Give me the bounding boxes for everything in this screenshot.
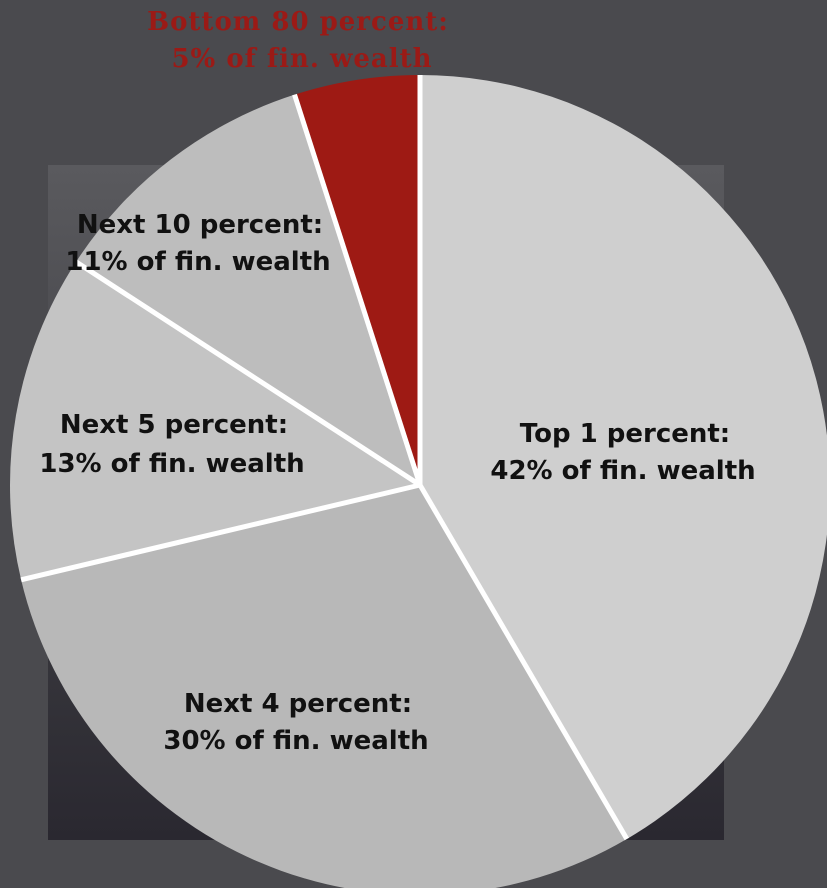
slice-label-next-10-line2: 11% of fin. wealth <box>65 247 330 277</box>
slice-divider <box>417 483 629 841</box>
slice-label-top-1-line1: Top 1 percent: <box>520 419 730 449</box>
slice-label-bottom-80-line2: 5% of fin. wealth <box>171 44 432 74</box>
slice-label-top-1-line2: 42% of fin. wealth <box>490 456 755 486</box>
slice-divider <box>74 259 422 488</box>
slice-dividers <box>20 75 629 841</box>
pie-slices <box>10 75 827 888</box>
slice-label-next-4-line2: 30% of fin. wealth <box>163 726 428 756</box>
pie-slice-top-1 <box>420 75 827 839</box>
pie-slice-next-10 <box>76 94 420 486</box>
slice-label-next-4-line1: Next 4 percent: <box>184 689 412 719</box>
slice-divider <box>292 93 423 486</box>
slice-label-next-10-line1: Next 10 percent: <box>77 210 323 240</box>
slice-label-next-5-line2: 13% of fin. wealth <box>39 449 304 479</box>
slice-label-bottom-80-line1: Bottom 80 percent: <box>147 7 449 37</box>
slice-divider <box>20 482 421 583</box>
pie-slice-next-4 <box>21 485 627 888</box>
slice-label-next-5-line1: Next 5 percent: <box>60 410 288 440</box>
pie-slice-next-5 <box>10 261 421 580</box>
